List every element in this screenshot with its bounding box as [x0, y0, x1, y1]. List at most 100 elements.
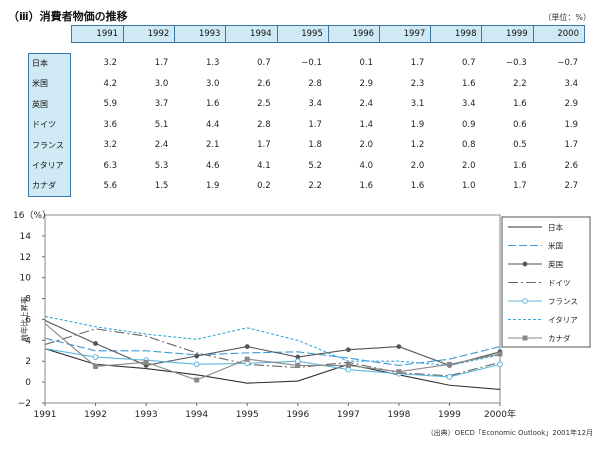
table-cell: 1.7 [513, 181, 527, 192]
table-header-row: 1991 1992 1993 1994 1995 1996 1997 1998 1999 2000 [28, 25, 585, 43]
table-cell: 3.4 [461, 99, 476, 110]
country-label: フランス [28, 135, 71, 156]
table-cell: 2.0 [410, 160, 425, 171]
year-header-2000: 2000 [533, 25, 585, 43]
y-tick-label: −2 [18, 399, 31, 409]
table-cell: 2.7 [564, 181, 578, 192]
series-line [44, 319, 501, 366]
series-point [93, 363, 99, 369]
table-row: 日本 3.2 1.7 1.3 0.7 −0.1 0.1 1.7 0.7 −0.3 −0.7 [28, 53, 585, 74]
series-point [446, 361, 452, 367]
table-cell: 1.7 [154, 58, 169, 69]
series-point [295, 354, 301, 360]
series-point [345, 347, 351, 353]
axes-layer: −2 0 2 4 6 8 10 12 14 16（%） 前年比上昇率 1991 1992 1993 1994… [13, 210, 516, 420]
x-tick-label: 1993 [135, 410, 158, 420]
legend-label: 米国 [548, 241, 563, 251]
table-cell: 2.8 [308, 78, 322, 89]
table-cell: 2.5 [257, 99, 271, 110]
series-point [396, 344, 402, 349]
table-cell: 1.6 [513, 160, 527, 171]
table-cell: 2.4 [154, 140, 169, 151]
series-point [143, 359, 149, 365]
table-cell: 1.9 [410, 119, 425, 130]
table-cell: 1.7 [257, 140, 271, 151]
table-cell: 2.6 [257, 78, 271, 89]
year-header-1996: 1996 [328, 25, 381, 43]
plot-frame [44, 214, 501, 404]
table-cell: −0.3 [506, 58, 527, 69]
x-tick-label: 1996 [286, 410, 309, 420]
table-cell: 2.0 [359, 140, 374, 151]
country-label: イタリア [28, 155, 71, 176]
table-cell: 1.0 [461, 181, 476, 192]
table-cell: 1.2 [410, 140, 425, 151]
table-cell: 0.7 [461, 58, 476, 69]
table-cell: 0.7 [257, 58, 271, 69]
x-tick-label: 1991 [34, 410, 57, 420]
table-cell: 3.2 [103, 58, 118, 69]
series-line [44, 328, 501, 377]
table-cell: 5.3 [154, 160, 169, 171]
series-point [194, 377, 200, 383]
table-cell: 1.7 [410, 58, 425, 69]
table-cell: 1.3 [205, 58, 220, 69]
legend-label: カナダ [548, 333, 571, 343]
table-cell: 1.6 [205, 99, 220, 110]
cpi-data-table: 1991 1992 1993 1994 1995 1996 1997 1998 1999 2000… [28, 25, 585, 197]
table-cell: 1.9 [205, 181, 220, 192]
country-label: カナダ [28, 176, 71, 197]
year-header-1994: 1994 [226, 25, 278, 43]
table-row: ドイツ 3.6 5.1 4.4 2.8 1.7 1.4 1.9 0.9 0.6 1.9 [28, 114, 585, 135]
table-cell: 4.0 [359, 160, 374, 171]
legend-label: ドイツ [548, 279, 571, 288]
country-label: ドイツ [28, 114, 71, 135]
legend-label: イタリア [548, 316, 578, 325]
table-cell: 1.6 [359, 181, 374, 192]
legend-label: 日本 [548, 222, 563, 232]
y-tick-label: 10 [20, 274, 32, 284]
series-point [295, 362, 301, 368]
country-label: 米国 [28, 73, 71, 94]
unit-label: （単位：%） [543, 13, 591, 22]
year-header-1993: 1993 [175, 25, 227, 43]
table-cell: 1.4 [359, 119, 374, 130]
table-cell: 5.2 [308, 160, 322, 171]
page-title: （ⅲ）消費者物価の推移 [8, 10, 128, 23]
y-tick-label: 14 [20, 232, 32, 242]
legend-marker [522, 335, 528, 341]
series-point [396, 369, 402, 375]
table-body: 日本 3.2 1.7 1.3 0.7 −0.1 0.1 1.7 0.7 −0.3 −0.7 米国 4.2… [28, 43, 585, 197]
table-cell: 0.9 [461, 119, 476, 130]
year-header-1999: 1999 [482, 25, 534, 43]
table-cell: 5.9 [103, 99, 118, 110]
table-cell: 0.2 [257, 181, 271, 192]
table-cell: 4.6 [205, 160, 220, 171]
table-spacer [28, 43, 585, 53]
table-cell: 1.6 [513, 99, 527, 110]
year-header-1991: 1991 [71, 25, 125, 43]
table-cell: 2.1 [205, 140, 220, 151]
chart-area: −2 0 2 4 6 8 10 12 14 16（%） 前年比上昇率 1991 1992 1993 1994… [0, 205, 605, 454]
table-cell: 3.0 [154, 78, 169, 89]
table-cell: 4.4 [205, 119, 220, 130]
legend-marker [522, 261, 528, 267]
table-cell: 0.5 [513, 140, 527, 151]
y-top-label: 16（%） [13, 210, 51, 221]
table-cell: 0.6 [513, 119, 527, 130]
table-row: カナダ 5.6 1.5 1.9 0.2 2.2 1.6 1.6 1.0 1.7 2.7 [28, 176, 585, 197]
table-cell: 4.2 [103, 78, 118, 89]
table-cell: 6.3 [103, 160, 118, 171]
table-cell: 1.6 [410, 181, 425, 192]
series-point [193, 361, 200, 368]
table-row: 米国 4.2 3.0 3.0 2.6 2.8 2.9 2.3 1.6 2.2 3.4 [28, 73, 585, 94]
year-header-1998: 1998 [431, 25, 483, 43]
table-cell: 5.1 [154, 119, 169, 130]
legend-label: 英国 [548, 259, 563, 269]
table-cell: 0.8 [461, 140, 476, 151]
table-cell: 1.8 [308, 140, 322, 151]
y-tick-label: 4 [25, 336, 31, 346]
table-cell: 3.4 [308, 99, 322, 110]
table-cell: 2.9 [359, 78, 374, 89]
